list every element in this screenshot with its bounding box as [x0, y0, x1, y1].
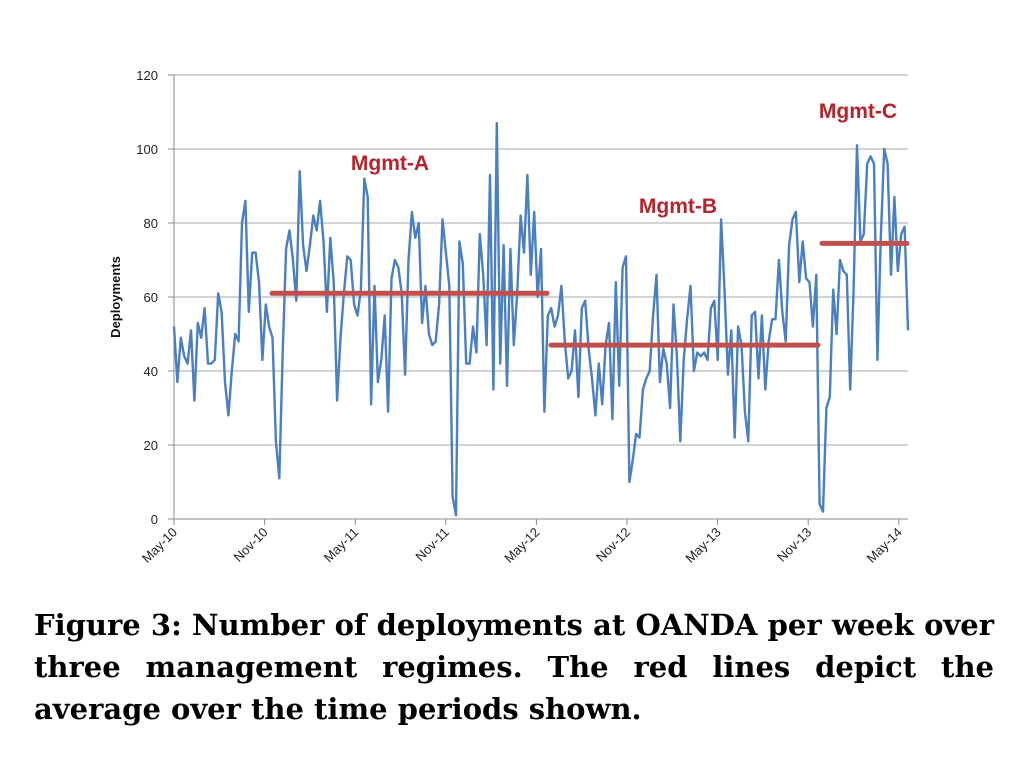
- y-tick-label: 120: [136, 68, 158, 83]
- regime-label-mgmt-c: Mgmt-C: [819, 100, 897, 123]
- y-tick-label: 20: [144, 438, 158, 453]
- x-tick-label: Nov-10: [230, 525, 270, 565]
- regime-averages: Mgmt-A Mgmt-B Mgmt-C: [269, 100, 910, 348]
- x-tick-label: May-13: [682, 525, 723, 566]
- y-tick-label: 40: [144, 364, 158, 379]
- y-tick-labels: 0 20 40 60 80 100 120: [136, 68, 158, 527]
- x-tick-label: Nov-12: [593, 525, 633, 565]
- y-tick-label: 100: [136, 142, 158, 157]
- x-tick-label: May-14: [864, 525, 905, 566]
- deployments-series-line: [172, 121, 910, 517]
- regime-label-mgmt-b: Mgmt-B: [639, 195, 717, 218]
- deployments-chart: 0 20 40 60 80 100 120 May-10 Nov-10 May-11 Nov-11…: [108, 68, 910, 566]
- y-tick-label: 80: [144, 216, 158, 231]
- y-axis-title: Deployments: [108, 256, 123, 338]
- x-tick-label: May-11: [321, 525, 362, 566]
- y-tick-label: 60: [144, 290, 158, 305]
- axes: [168, 74, 908, 525]
- x-tick-label: Nov-11: [412, 525, 452, 565]
- figure-caption: Figure 3: Number of deployments at OANDA…: [34, 608, 994, 726]
- x-tick-label: May-12: [501, 525, 542, 566]
- y-tick-label: 0: [151, 512, 158, 527]
- x-tick-label: May-10: [139, 525, 180, 566]
- x-tick-label: Nov-13: [774, 525, 814, 565]
- regime-label-mgmt-a: Mgmt-A: [351, 152, 429, 175]
- x-tick-labels: May-10 Nov-10 May-11 Nov-11 May-12 Nov-12 May-…: [139, 525, 905, 566]
